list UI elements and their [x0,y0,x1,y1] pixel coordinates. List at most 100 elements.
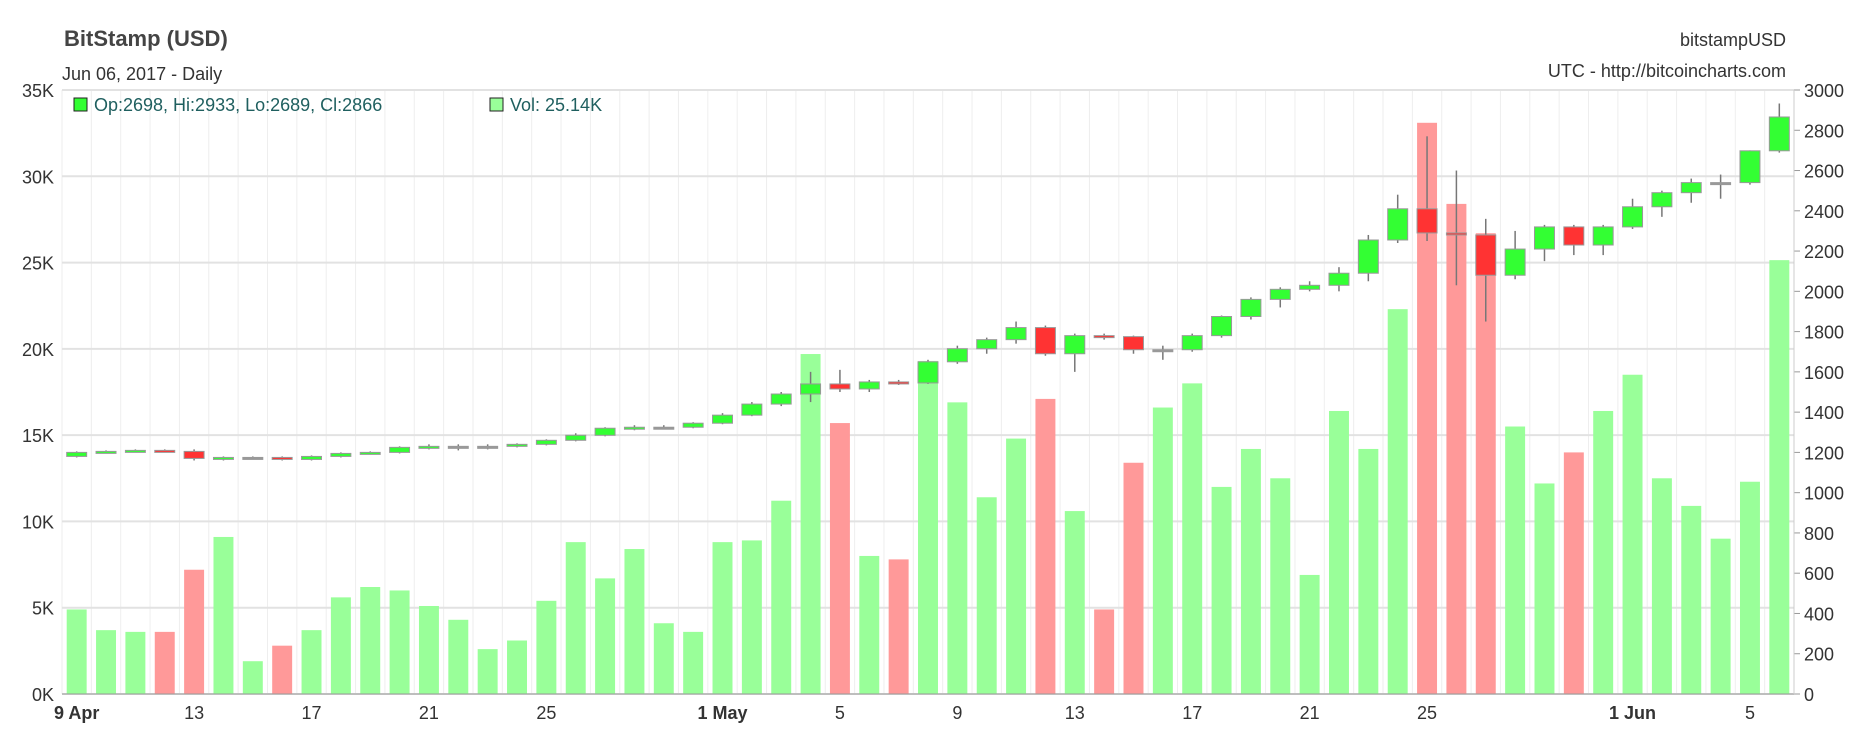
volume-bar [1475,233,1496,694]
candle-body [1299,284,1321,290]
left-tick-label: 35K [22,81,54,101]
volume-bar [125,631,146,694]
x-tick-label: 17 [1182,703,1202,723]
x-tick-label: 13 [184,703,204,723]
candle-body [1357,239,1379,274]
volume-bar [1651,478,1672,694]
volume-bar [389,590,410,694]
candle-body [447,445,469,449]
candle-body [858,381,880,390]
candle-body [1768,116,1790,152]
x-tick-label: 21 [419,703,439,723]
volume-bar [184,569,205,694]
x-tick-label: 21 [1300,703,1320,723]
volume-bar [829,423,850,694]
candle-body [829,383,851,390]
x-tick-label: 5 [1745,703,1755,723]
volume-bar [947,402,968,694]
volume-bar [1123,462,1144,694]
candle-body [1123,336,1144,351]
right-tick-label: 800 [1804,524,1834,544]
volume-bar [330,597,351,694]
volume-bar [741,540,762,694]
volume-bar [1211,486,1232,694]
volume-bar [888,559,909,694]
left-tick-label: 0K [32,685,54,705]
candle-body [800,383,822,395]
candle-body [242,456,264,460]
candle-body [1475,234,1497,276]
candle-body [212,456,234,460]
volume-bar [859,555,880,694]
candle-body [271,456,293,460]
candle-body [594,427,616,436]
right-tick-label: 2400 [1804,202,1844,222]
candle-body [330,452,352,457]
volume-bar [595,578,616,694]
volume-bar [976,497,997,694]
x-tick-label: 9 [952,703,962,723]
volume-bar [154,631,175,694]
volume-bar [1563,452,1584,694]
volume-bar [1299,574,1320,694]
volume-bar [1534,483,1555,694]
candle-body [1152,349,1174,353]
volume-bar [301,630,322,694]
right-tick-label: 1800 [1804,323,1844,343]
candle-body [418,445,440,449]
candle-body [917,361,939,384]
volume-bar [683,631,704,694]
candle-body [1563,226,1585,246]
right-tick-label: 2000 [1804,282,1844,302]
x-tick-label: 17 [302,703,322,723]
candle-body [183,450,205,459]
volume-bar [536,600,557,694]
left-tick-label: 20K [22,340,54,360]
right-tick-label: 2600 [1804,162,1844,182]
volume-bar [96,630,117,694]
candle-body [1269,288,1291,300]
volume-bar [1593,410,1614,694]
volume-bar [477,649,498,694]
legend-volume: Vol: 25.14K [510,95,602,115]
axes: 0K 5K 10K 15K 20K 25K 30K 35K 0 200 400 600 800 1000 1… [22,81,1844,723]
volume-bar [918,360,938,694]
candle-body [301,455,323,460]
x-tick-label: 25 [1417,703,1437,723]
right-tick-label: 1600 [1804,363,1844,383]
volume-bar [712,542,733,694]
volume-bar [1387,309,1408,694]
source-label: UTC - http://bitcoincharts.com [1548,61,1786,81]
left-tick-label: 15K [22,426,54,446]
candle-body [1445,232,1467,236]
right-tick-label: 1200 [1804,443,1844,463]
right-tick-label: 2800 [1804,121,1844,141]
candle-body [1680,182,1702,194]
volume-bar [1064,511,1085,694]
x-tick-label: 5 [835,703,845,723]
volume-bar [565,542,586,694]
left-tick-label: 25K [22,254,54,274]
candle-body [741,403,763,416]
x-tick-label: 1 May [697,703,747,723]
candle-body [1533,226,1555,250]
candle-body [682,422,704,428]
candle-body [1005,327,1027,341]
right-tick-label: 0 [1804,685,1814,705]
volume-bar [624,549,645,694]
volume-bar [507,640,527,694]
candle-body [477,445,499,449]
left-tick-label: 10K [22,512,54,532]
volume-bar [1417,122,1438,694]
volume-bar [272,645,293,694]
right-tick-label: 400 [1804,604,1834,624]
candle-body [1416,208,1438,234]
right-tick-label: 1400 [1804,403,1844,423]
candle-body [1739,150,1761,184]
candle-body [1181,335,1203,351]
volume-bar [1446,203,1467,694]
volume-bar [1710,538,1731,694]
volume-bar [213,536,234,694]
x-tick-label: 1 Jun [1609,703,1656,723]
